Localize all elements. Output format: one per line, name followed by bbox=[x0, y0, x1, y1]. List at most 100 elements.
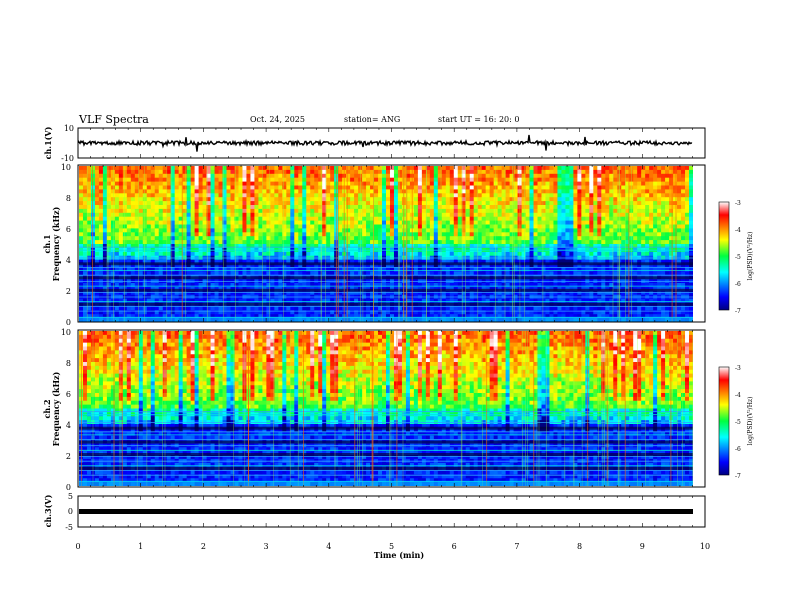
spectrogram-cell bbox=[481, 185, 487, 190]
spectrogram-cell bbox=[218, 189, 223, 194]
spectrogram-cell bbox=[481, 181, 487, 186]
spectrogram-cell bbox=[378, 306, 383, 311]
spectrogram-cell bbox=[449, 271, 455, 276]
spectrogram-cell bbox=[150, 263, 156, 268]
spectrogram-cell bbox=[433, 220, 439, 225]
spectrogram-cell bbox=[525, 220, 530, 225]
spectrogram-cell bbox=[238, 251, 243, 257]
spectrogram-cell bbox=[174, 267, 180, 272]
spectrogram-cell bbox=[190, 185, 196, 190]
spectrogram-cell bbox=[449, 224, 455, 229]
spectrogram-cell bbox=[469, 236, 475, 241]
spectrogram-cell bbox=[214, 212, 219, 218]
spectrogram-cell bbox=[290, 263, 295, 268]
spectrogram-cell bbox=[541, 298, 546, 303]
spectrogram-cell bbox=[98, 244, 104, 249]
spectrogram-cell bbox=[79, 232, 84, 237]
spectrogram-cell bbox=[489, 271, 495, 276]
spectrogram-cell bbox=[238, 263, 243, 268]
spectrogram-cell bbox=[469, 244, 475, 249]
spectrogram-cell bbox=[98, 259, 104, 264]
spectrogram-cell bbox=[138, 298, 144, 303]
spectrogram-cell bbox=[489, 232, 495, 237]
spectrogram-cell bbox=[226, 298, 231, 303]
spectrogram-cell bbox=[481, 310, 487, 315]
spectrogram-cell bbox=[286, 283, 291, 288]
spectrogram-cell bbox=[310, 185, 315, 190]
spectrogram-cell bbox=[266, 181, 271, 186]
spectrogram-cell bbox=[166, 166, 172, 171]
spectrogram-cell bbox=[118, 306, 124, 311]
spectrogram-cell bbox=[437, 208, 443, 214]
spectrogram-cell bbox=[182, 197, 188, 202]
spectrogram-cell bbox=[469, 263, 475, 268]
spectrogram-cell bbox=[322, 236, 327, 241]
spectrogram-cell bbox=[218, 232, 223, 237]
spectrogram-cell bbox=[238, 216, 243, 221]
spectrogram-cell bbox=[198, 259, 203, 264]
spectrogram-cell bbox=[350, 166, 355, 171]
spectrogram-cell bbox=[497, 306, 503, 311]
spectrogram-cell bbox=[350, 263, 355, 268]
spectrogram-cell bbox=[238, 201, 243, 206]
spectrogram-cell bbox=[362, 173, 367, 179]
spectrogram-cell bbox=[433, 298, 439, 303]
spectrogram-cell bbox=[533, 240, 538, 245]
spectrogram-cell bbox=[106, 216, 112, 221]
spectrogram-cell bbox=[246, 236, 251, 241]
spectrogram-cell bbox=[453, 189, 459, 194]
spectrogram-cell bbox=[378, 314, 383, 319]
spectrogram-cell bbox=[477, 314, 483, 319]
spectrogram-cell bbox=[489, 310, 495, 315]
spectrogram-cell bbox=[445, 240, 451, 245]
spectrogram-cell bbox=[262, 228, 267, 233]
spectrogram-cell bbox=[170, 314, 176, 319]
spectrogram-cell bbox=[429, 240, 435, 245]
spectrogram-cell bbox=[322, 197, 327, 202]
spectrogram-cell bbox=[178, 220, 184, 225]
spectrogram-cell bbox=[413, 240, 419, 245]
spectrogram-cell bbox=[266, 220, 271, 225]
spectrogram-cell bbox=[457, 220, 463, 225]
spectrogram-cell bbox=[238, 181, 243, 186]
spectrogram-cell bbox=[230, 240, 235, 245]
spectrogram-cell bbox=[142, 251, 148, 257]
spectrogram-cell bbox=[262, 251, 267, 257]
spectrogram-cell bbox=[242, 306, 247, 311]
spectrogram-cell bbox=[174, 208, 180, 214]
spectrogram-cell bbox=[294, 173, 299, 179]
spectrogram-cell bbox=[525, 169, 530, 175]
spectrogram-cell bbox=[326, 220, 331, 225]
spectrogram-cell bbox=[254, 251, 259, 257]
spectrogram-cell bbox=[493, 220, 499, 225]
spectrogram-cell bbox=[445, 181, 451, 186]
spectrogram-cell bbox=[298, 169, 303, 175]
spectrogram-cell bbox=[170, 290, 176, 296]
spectrogram-cell bbox=[226, 271, 231, 276]
spectrogram-cell bbox=[94, 228, 100, 233]
spectrogram-cell bbox=[370, 216, 375, 221]
spectrogram-cell bbox=[238, 224, 243, 229]
spectrogram-cell bbox=[541, 271, 546, 276]
spectrogram-cell bbox=[294, 166, 299, 171]
spectrogram-cell bbox=[274, 177, 279, 182]
spectrogram-cell bbox=[198, 216, 203, 221]
spectrogram-cell bbox=[549, 177, 554, 182]
spectrogram-cell bbox=[370, 283, 375, 288]
spectrogram-cell bbox=[202, 236, 207, 241]
spectrogram-cell bbox=[318, 240, 323, 245]
spectrogram-cell bbox=[477, 251, 483, 257]
spectrogram-cell bbox=[417, 306, 423, 311]
spectrogram-cell bbox=[393, 169, 399, 175]
spectrogram-cell bbox=[417, 201, 423, 206]
spectrogram-cell bbox=[278, 263, 283, 268]
spectrogram-cell bbox=[190, 193, 196, 198]
spectrogram-cell bbox=[393, 189, 399, 194]
spectrogram-cell bbox=[102, 244, 108, 249]
spectrogram-cell bbox=[222, 173, 227, 179]
spectrogram-cell bbox=[549, 189, 554, 194]
spectrogram-cell bbox=[509, 224, 514, 229]
spectrogram-cell bbox=[290, 193, 295, 198]
spectrogram-cell bbox=[166, 216, 172, 221]
spectrogram-cell bbox=[118, 181, 124, 186]
